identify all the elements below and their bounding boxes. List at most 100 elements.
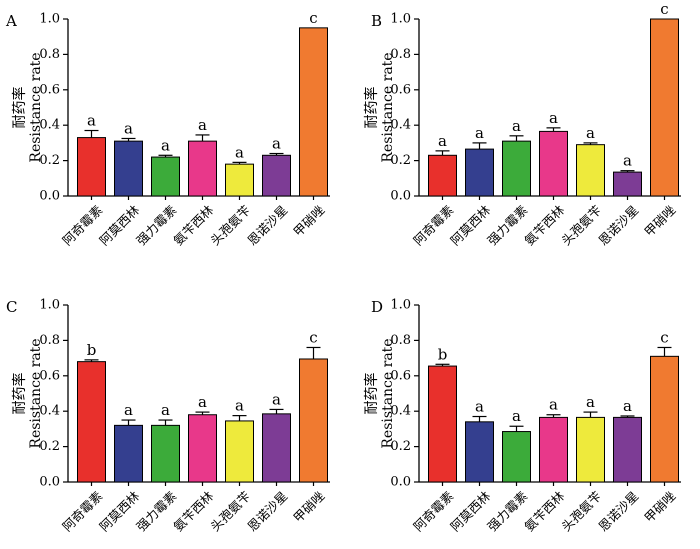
y-axis-label-en: Resistance rate bbox=[28, 52, 44, 162]
bar bbox=[225, 420, 254, 483]
significance-label: a bbox=[475, 124, 484, 142]
x-tick-label: 甲硝唑 bbox=[641, 202, 678, 239]
y-tick-label: 0.6 bbox=[39, 368, 60, 383]
significance-label: a bbox=[235, 143, 244, 161]
panel-letter: C bbox=[6, 298, 17, 316]
x-tick-label: 恩诺沙星 bbox=[595, 488, 641, 534]
bar bbox=[262, 413, 291, 483]
significance-label: a bbox=[124, 119, 133, 137]
significance-label: b bbox=[87, 341, 97, 359]
significance-label: a bbox=[549, 396, 558, 414]
bar bbox=[114, 424, 143, 483]
y-tick-label: 1.0 bbox=[390, 298, 411, 313]
bar bbox=[539, 416, 568, 483]
y-tick-label: 0.2 bbox=[390, 153, 411, 168]
significance-label: a bbox=[623, 152, 632, 170]
significance-label: a bbox=[198, 116, 207, 134]
bar bbox=[576, 144, 605, 197]
y-tick-label: 1.0 bbox=[39, 12, 60, 27]
significance-label: a bbox=[623, 397, 632, 415]
significance-label: c bbox=[660, 0, 668, 18]
significance-label: a bbox=[87, 112, 96, 130]
bar bbox=[502, 431, 531, 483]
significance-label: a bbox=[438, 132, 447, 150]
significance-label: a bbox=[161, 136, 170, 154]
significance-label: b bbox=[438, 345, 448, 363]
y-axis-label-cn: 耐药率 bbox=[11, 373, 28, 415]
bar bbox=[77, 361, 106, 483]
y-axis-label-cn: 耐药率 bbox=[11, 87, 28, 129]
significance-label: a bbox=[272, 390, 281, 408]
x-tick-label: 甲硝唑 bbox=[641, 488, 678, 525]
x-tick-label: 恩诺沙星 bbox=[244, 202, 290, 248]
y-tick-label: 0.2 bbox=[390, 439, 411, 454]
y-axis-label-en: Resistance rate bbox=[380, 52, 396, 162]
bar bbox=[299, 358, 328, 483]
y-tick-label: 0.2 bbox=[39, 439, 60, 454]
x-tick-label: 恩诺沙星 bbox=[244, 488, 290, 534]
y-tick-label: 0.8 bbox=[39, 47, 60, 62]
x-tick-label: 阿奇霉素 bbox=[59, 202, 105, 248]
significance-label: a bbox=[549, 109, 558, 127]
chart-panel-a: A 耐药率Resistance rate 0.0 0.2 0.4 0.6 0.8 1.0 a 阿奇… bbox=[5, 9, 330, 248]
bar bbox=[613, 416, 642, 483]
significance-label: c bbox=[309, 9, 317, 27]
panel-letter: B bbox=[371, 12, 382, 30]
y-axis-label: 耐药率Resistance rate bbox=[11, 52, 44, 162]
bar bbox=[502, 140, 531, 197]
bar bbox=[539, 130, 568, 197]
x-tick-label: 甲硝唑 bbox=[290, 488, 327, 525]
y-axis-label: 耐药率Resistance rate bbox=[363, 52, 396, 162]
bar bbox=[262, 154, 291, 197]
significance-label: a bbox=[124, 401, 133, 419]
y-axis-label: 耐药率Resistance rate bbox=[11, 338, 44, 448]
x-tick-label: 强力霉素 bbox=[133, 488, 179, 534]
bar bbox=[576, 416, 605, 483]
significance-label: a bbox=[512, 407, 521, 425]
bar bbox=[465, 148, 494, 197]
y-tick-label: 1.0 bbox=[39, 298, 60, 313]
y-tick-label: 0.0 bbox=[39, 475, 60, 490]
x-tick-label: 强力霉素 bbox=[133, 202, 179, 248]
bar bbox=[465, 421, 494, 483]
bar bbox=[613, 171, 642, 197]
x-tick-label: 恩诺沙星 bbox=[595, 202, 641, 248]
chart-panel-c: C 耐药率Resistance rate 0.0 0.2 0.4 0.6 0.8 1.0 b 阿奇… bbox=[6, 298, 330, 534]
x-tick-label: 头孢氨苄 bbox=[558, 202, 604, 248]
x-tick-label: 头孢氨苄 bbox=[207, 202, 253, 248]
bar bbox=[188, 414, 217, 483]
bar bbox=[299, 27, 328, 197]
significance-label: c bbox=[309, 328, 317, 346]
y-tick-label: 0.8 bbox=[390, 47, 411, 62]
y-tick-label: 1.0 bbox=[390, 12, 411, 27]
chart-panel-d: D 耐药率Resistance rate 0.0 0.2 0.4 0.6 0.8 1.0 b 阿奇… bbox=[363, 298, 681, 534]
x-tick-label: 强力霉素 bbox=[484, 202, 530, 248]
bar bbox=[428, 365, 457, 483]
significance-label: a bbox=[198, 393, 207, 411]
y-tick-label: 0.0 bbox=[390, 189, 411, 204]
y-axis-label: 耐药率Resistance rate bbox=[363, 338, 396, 448]
y-axis-label-en: Resistance rate bbox=[380, 338, 396, 448]
y-tick-label: 0.4 bbox=[39, 404, 60, 419]
bar bbox=[650, 355, 679, 483]
bar bbox=[225, 163, 254, 197]
bar bbox=[151, 424, 180, 483]
bar bbox=[151, 156, 180, 197]
x-tick-label: 头孢氨苄 bbox=[558, 488, 604, 534]
bar bbox=[77, 137, 106, 197]
y-tick-label: 0.0 bbox=[39, 189, 60, 204]
y-tick-label: 0.2 bbox=[39, 153, 60, 168]
x-tick-label: 甲硝唑 bbox=[290, 202, 327, 239]
y-tick-label: 0.6 bbox=[390, 368, 411, 383]
x-tick-label: 头孢氨苄 bbox=[207, 488, 253, 534]
y-axis-label-cn: 耐药率 bbox=[363, 87, 380, 129]
x-tick-label: 阿奇霉素 bbox=[410, 488, 456, 534]
y-tick-label: 0.6 bbox=[39, 82, 60, 97]
x-tick-label: 阿奇霉素 bbox=[59, 488, 105, 534]
panel-letter: A bbox=[5, 12, 17, 30]
x-tick-label: 阿奇霉素 bbox=[410, 202, 456, 248]
significance-label: a bbox=[586, 124, 595, 142]
significance-label: a bbox=[586, 393, 595, 411]
y-tick-label: 0.4 bbox=[39, 118, 60, 133]
